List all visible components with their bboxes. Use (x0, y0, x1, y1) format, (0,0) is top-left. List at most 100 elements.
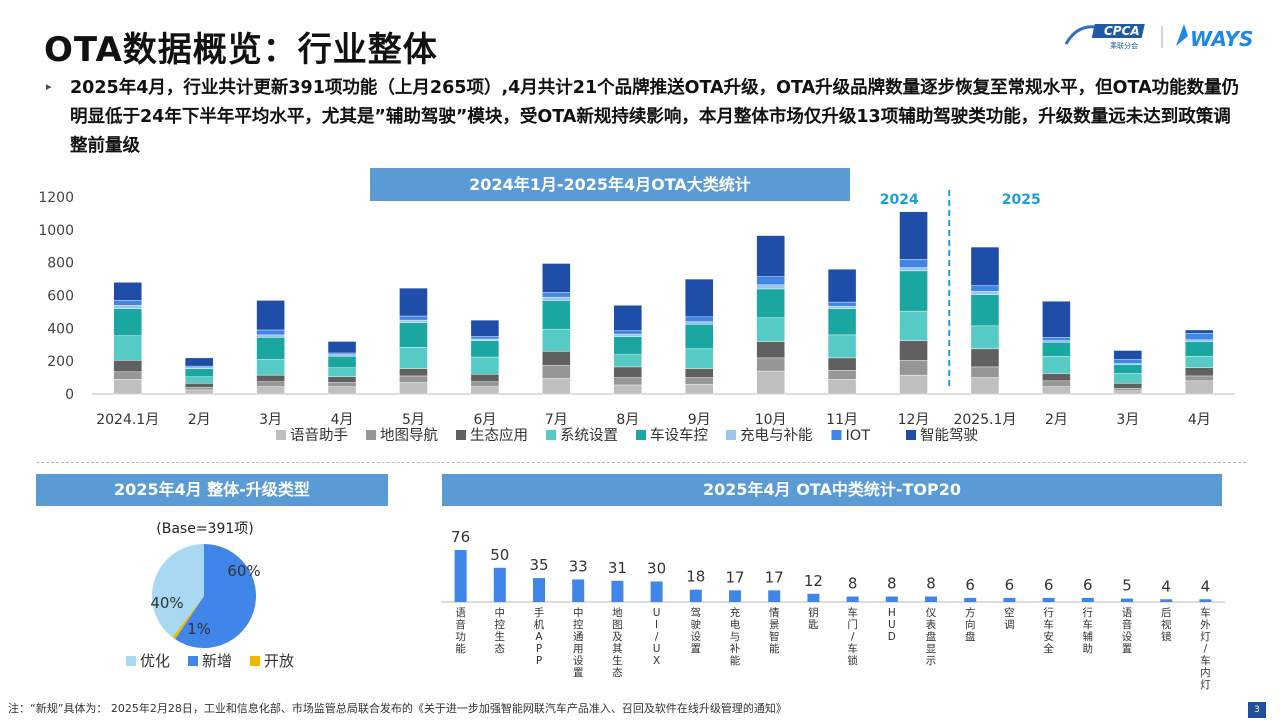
bar-segment (327, 341, 357, 354)
bar (611, 580, 624, 602)
bar-segment (613, 330, 642, 335)
bar-segment (327, 354, 357, 357)
bar (1003, 597, 1016, 602)
cpca-logo-subtext: 乘联分会 (1110, 41, 1138, 50)
bar-segment (184, 365, 214, 368)
data-label: 30 (647, 559, 666, 577)
stacked-chart-title: 2024年1月-2025年4月OTA大类统计 (469, 175, 751, 194)
bar (885, 596, 898, 602)
x-tick-label: 语音功能 (455, 607, 466, 655)
bar-segment (613, 305, 642, 331)
bar-segment (1185, 356, 1214, 368)
x-tick-label: 方向盘 (965, 606, 976, 643)
x-tick-label: 钥匙 (808, 606, 819, 631)
bar-segment (470, 381, 500, 387)
bar-segment (685, 324, 714, 350)
year-marker-label: 2025 (1002, 192, 1041, 208)
bar-segment (113, 371, 142, 380)
bar (768, 590, 781, 602)
data-label: 6 (1005, 576, 1015, 594)
x-tick-label: 语音设置 (1122, 607, 1133, 655)
legend-swatch (250, 656, 260, 666)
bar-segment (113, 300, 142, 306)
pie-chart-title: 2025年4月 整体-升级类型 (114, 480, 310, 499)
bar (454, 550, 467, 602)
bar-segment (827, 301, 857, 307)
y-tick-label: 400 (47, 321, 74, 337)
bar-segment (899, 310, 928, 341)
bar-segment (1113, 364, 1143, 374)
bar-segment (327, 352, 357, 355)
legend-swatch (126, 656, 136, 666)
bar-segment (184, 376, 214, 384)
bar-segment (970, 285, 1000, 292)
bar-segment (113, 379, 142, 395)
bar-segment (256, 386, 285, 395)
x-tick-label: 8月 (616, 412, 639, 428)
stacked-bar-chart: 0 200 400 600 800 1000 1200 2024 2025 2024.1月 2月 3月… (38, 190, 1235, 444)
bar-segment (613, 336, 642, 355)
bar-segment (470, 356, 500, 375)
intro-text: 2025年4月，行业共计更新391项功能（上月265项）,4月共计21个品牌推送… (70, 78, 1240, 156)
bar (964, 597, 977, 602)
bar-segment (399, 322, 428, 348)
bar-segment (827, 269, 857, 303)
x-tick-label: U I / U X (653, 607, 661, 667)
legend-label: 智能驾驶 (920, 427, 978, 444)
bar-segment (256, 374, 285, 382)
y-tick-label: 1000 (38, 223, 74, 239)
x-tick-label: 9月 (688, 412, 711, 428)
data-label: 8 (848, 575, 858, 593)
ways-logo-text: WAYS (1190, 27, 1253, 51)
bar-segment (470, 319, 500, 337)
bar (689, 589, 702, 602)
bar-segment (970, 377, 1000, 395)
bar-segment (685, 348, 714, 369)
bar-segment (113, 282, 142, 301)
bar-segment (1042, 337, 1071, 341)
bar-segment (1042, 356, 1071, 374)
bar-segment (613, 377, 642, 386)
pie-slice (172, 596, 204, 640)
bar-segment (399, 315, 428, 321)
page-title: OTA数据概览：行业整体 (44, 30, 438, 70)
bar-segment (827, 357, 857, 371)
bar-segment (542, 300, 571, 330)
bar-segment (827, 379, 857, 395)
bar-segment (542, 365, 571, 379)
y-tick-label: 600 (47, 289, 74, 305)
bar-segment (1185, 380, 1214, 395)
bar (846, 596, 859, 602)
pie-chart-title-banner: 2025年4月 整体-升级类型 (36, 474, 388, 506)
data-label: 5 (1122, 577, 1132, 595)
legend-label: 充电与补能 (740, 427, 813, 444)
data-label: 17 (765, 568, 784, 586)
bar-segment (613, 366, 642, 378)
x-tick-label: 中控通用设置 (573, 606, 584, 679)
legend-swatch (726, 430, 736, 440)
legend-swatch (366, 430, 376, 440)
bar-segment (542, 296, 571, 301)
legend-label: IOT (846, 428, 871, 444)
bar-segment (685, 316, 714, 322)
bar-segment (970, 294, 1000, 327)
bar-segment (399, 382, 428, 395)
bar-segment (1185, 375, 1214, 382)
bar-segment (970, 366, 1000, 378)
data-label: 6 (965, 576, 975, 594)
legend-swatch (276, 430, 286, 440)
pie-slice (151, 544, 204, 638)
cpca-logo: CPCA 乘联分会 (1064, 24, 1145, 50)
x-tick-label: 仪表盘显示 (926, 607, 937, 667)
bar-segment (1185, 341, 1214, 357)
bar-segment (827, 308, 857, 336)
bar-segment (756, 284, 785, 290)
data-label: 6 (1044, 576, 1054, 594)
bar-segment (1185, 333, 1214, 341)
pie-slice-label: 1% (187, 620, 211, 638)
pie-base-label: (Base=391项) (156, 521, 254, 537)
x-tick-label: 手机 A P P (534, 606, 545, 667)
data-label: 76 (451, 528, 470, 546)
data-label: 31 (608, 559, 627, 577)
x-tick-label: 3月 (259, 412, 282, 428)
